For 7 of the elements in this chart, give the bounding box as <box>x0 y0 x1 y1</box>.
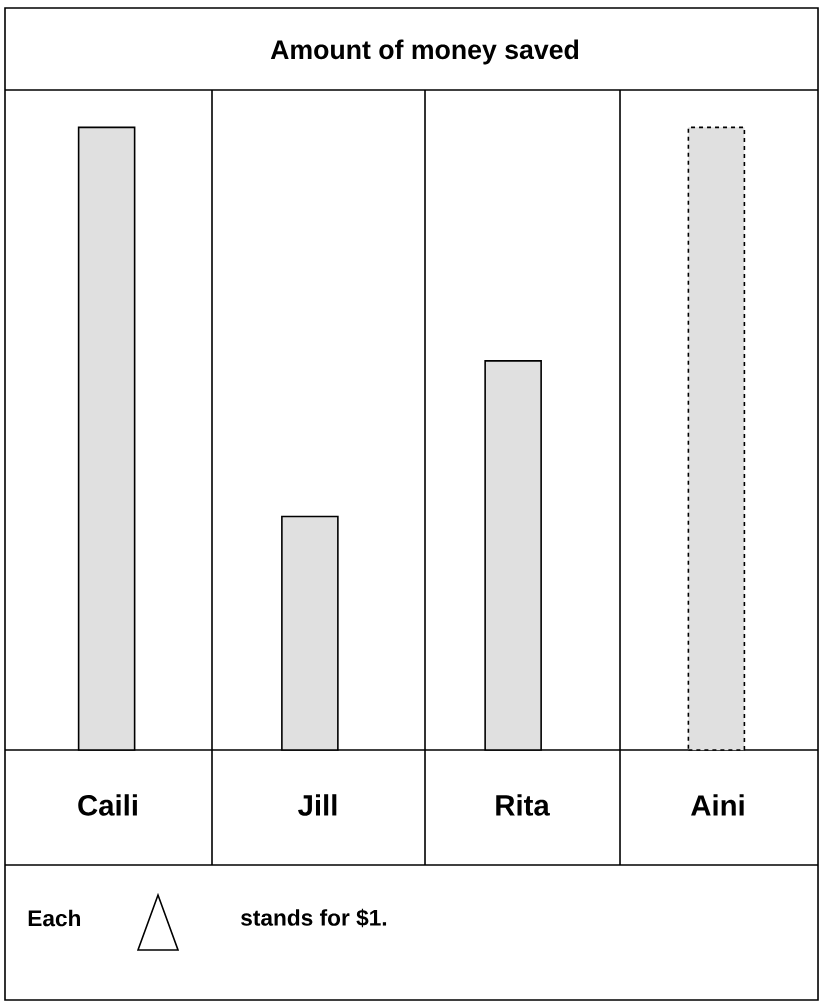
x-tick-label: Jill <box>298 794 337 816</box>
text: Each <box>28 909 81 927</box>
x-tick-label: Caili <box>78 794 137 816</box>
x-tick-label: Aini <box>691 794 744 816</box>
x-tick-label: Rita <box>496 794 550 816</box>
chart-title: Amount of money saved <box>270 39 579 65</box>
text: stands for $1. <box>241 908 387 928</box>
